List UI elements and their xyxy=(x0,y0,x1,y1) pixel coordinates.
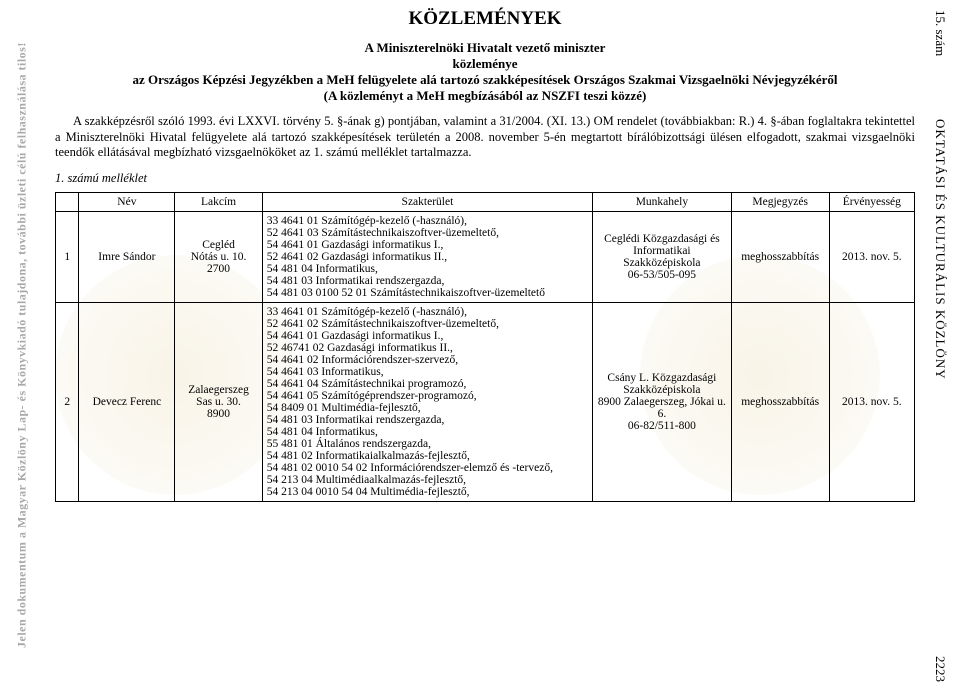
page-content: KÖZLEMÉNYEK A Miniszterelnöki Hivatalt v… xyxy=(55,8,915,502)
col-header-megjegyzes: Megjegyzés xyxy=(731,192,829,211)
annex-label: 1. számú melléklet xyxy=(55,171,915,186)
table-row: 2Devecz FerencZalaegerszegSas u. 30.8900… xyxy=(56,302,915,501)
subtitle-line-2: közleménye xyxy=(55,56,915,72)
cell-szakterulet: 33 4641 01 Számítógép-kezelő (-használó)… xyxy=(262,211,592,302)
table-header: Név Lakcím Szakterület Munkahely Megjegy… xyxy=(56,192,915,211)
cell-munkahely: Ceglédi Közgazdasági és Informatikai Sza… xyxy=(593,211,732,302)
cell-nev: Devecz Ferenc xyxy=(79,302,175,501)
subtitle-line-1: A Miniszterelnöki Hivatalt vezető minisz… xyxy=(55,40,915,56)
col-header-munkahely: Munkahely xyxy=(593,192,732,211)
table-body: 1Imre SándorCeglédNótás u. 10.270033 464… xyxy=(56,211,915,501)
col-header-num xyxy=(56,192,79,211)
col-header-lakcim: Lakcím xyxy=(175,192,262,211)
main-title: KÖZLEMÉNYEK xyxy=(55,8,915,30)
col-header-nev: Név xyxy=(79,192,175,211)
subtitle-line-4: (A közleményt a MeH megbízásából az NSZF… xyxy=(55,88,915,104)
cell-lakcim: ZalaegerszegSas u. 30.8900 xyxy=(175,302,262,501)
col-header-ervenyesseg: Érvényesség xyxy=(829,192,914,211)
cell-lakcim: CeglédNótás u. 10.2700 xyxy=(175,211,262,302)
subtitle-line-3: az Országos Képzési Jegyzékben a MeH fel… xyxy=(55,72,915,88)
left-margin-watermark: Jelen dokumentum a Magyar Közlöny Lap- é… xyxy=(12,0,32,690)
cell-megjegyzes: meghosszabbítás xyxy=(731,302,829,501)
right-margin-labels: 15. szám OKTATÁSI ÉS KULTURÁLIS KÖZLÖNY … xyxy=(930,10,948,700)
table-row: 1Imre SándorCeglédNótás u. 10.270033 464… xyxy=(56,211,915,302)
cell-num: 2 xyxy=(56,302,79,501)
col-header-szakterulet: Szakterület xyxy=(262,192,592,211)
cell-munkahely: Csány L. Közgazdasági Szakközépiskola890… xyxy=(593,302,732,501)
body-paragraph: A szakképzésről szóló 1993. évi LXXVI. t… xyxy=(55,114,915,161)
data-table: Név Lakcím Szakterület Munkahely Megjegy… xyxy=(55,192,915,502)
cell-nev: Imre Sándor xyxy=(79,211,175,302)
journal-title: OKTATÁSI ÉS KULTURÁLIS KÖZLÖNY xyxy=(932,119,948,380)
cell-ervenyesseg: 2013. nov. 5. xyxy=(829,302,914,501)
cell-num: 1 xyxy=(56,211,79,302)
cell-szakterulet: 33 4641 01 Számítógép-kezelő (-használó)… xyxy=(262,302,592,501)
issue-number: 15. szám xyxy=(932,10,948,56)
cell-ervenyesseg: 2013. nov. 5. xyxy=(829,211,914,302)
cell-megjegyzes: meghosszabbítás xyxy=(731,211,829,302)
page-number: 2223 xyxy=(932,656,948,682)
